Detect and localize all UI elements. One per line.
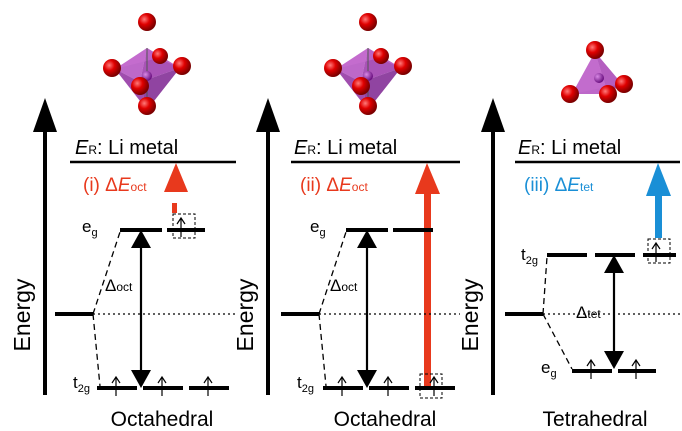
svg-text:(iii) ΔEtet: (iii) ΔEtet xyxy=(524,175,594,196)
reference-energy-label: : Li metal xyxy=(97,137,178,159)
reference-energy-symbol: E xyxy=(294,137,308,159)
svg-text:eg: eg xyxy=(310,217,326,239)
reference-energy-subscript: R xyxy=(88,143,97,157)
transition-arrow-shaft xyxy=(424,190,431,390)
upper-level-label: t xyxy=(521,245,526,264)
reference-energy-symbol: E xyxy=(75,137,89,159)
upper-level-subscript: g xyxy=(319,227,325,239)
svg-text:t2g: t2g xyxy=(73,373,90,395)
spin-up-arrow-icon xyxy=(203,375,213,396)
geometry-label: Tetrahedral xyxy=(542,408,647,431)
spin-up-arrow-icon xyxy=(631,358,641,379)
dashed-connector xyxy=(542,256,548,315)
transition-energy-symbol: E xyxy=(567,175,580,196)
svg-text:ER: Li metal: ER: Li metal xyxy=(518,137,621,159)
reference-energy-subscript: R xyxy=(531,143,540,157)
splitting-label: Δ xyxy=(576,303,587,322)
lower-level-subscript: 2g xyxy=(302,383,314,395)
spin-up-arrow-icon xyxy=(429,375,439,396)
octahedron-icon xyxy=(324,13,412,115)
spin-up-arrow-icon xyxy=(111,375,121,396)
lower-level-label: e xyxy=(541,358,550,377)
reference-energy-symbol: E xyxy=(518,137,532,159)
reference-energy-label: : Li metal xyxy=(316,137,397,159)
octahedron-icon xyxy=(103,13,191,115)
svg-text:Δoct: Δoct xyxy=(105,276,133,295)
lower-level-subscript: g xyxy=(550,368,556,380)
transition-dashed-stem xyxy=(172,203,177,213)
svg-text:Δoct: Δoct xyxy=(330,276,358,295)
transition-arrowhead xyxy=(415,163,440,194)
panel-tetrahedral-iii: Energy ER: Li metal (iii) ΔEtet t2g Δtet… xyxy=(457,98,680,431)
dashed-connector xyxy=(92,231,121,315)
svg-text:eg: eg xyxy=(82,217,98,239)
svg-text:(i) ΔEoct: (i) ΔEoct xyxy=(83,175,147,196)
panel-octahedral-ii: Energy ER: Li metal (ii) ΔEoct eg Δoct t… xyxy=(232,98,460,431)
reference-energy-label: : Li metal xyxy=(540,137,621,159)
electron-box-dashed xyxy=(647,238,671,264)
svg-text:ER: Li metal: ER: Li metal xyxy=(294,137,397,159)
spin-up-arrow-icon xyxy=(651,241,661,262)
transition-energy-subscript: oct xyxy=(131,180,148,194)
energy-axis-label: Energy xyxy=(232,278,258,351)
lower-level-label: t xyxy=(297,373,302,392)
electron-box-dashed xyxy=(172,213,196,239)
lower-level-subscript: 2g xyxy=(78,383,90,395)
transition-arrowhead xyxy=(164,163,188,192)
transition-energy-subscript: oct xyxy=(352,180,369,194)
svg-text:Δtet: Δtet xyxy=(576,303,601,322)
splitting-label: Δ xyxy=(105,276,116,295)
upper-level-label: e xyxy=(310,217,319,236)
svg-text:ER: Li metal: ER: Li metal xyxy=(75,137,178,159)
dashed-connector xyxy=(542,313,573,370)
tetrahedron-icon xyxy=(561,41,633,103)
transition-label: (iii) Δ xyxy=(524,175,568,196)
transition-energy-symbol: E xyxy=(118,175,131,196)
spin-up-arrow-icon xyxy=(586,358,596,379)
svg-text:t2g: t2g xyxy=(297,373,314,395)
upper-level-subscript: 2g xyxy=(526,255,538,267)
lower-level-label: t xyxy=(73,373,78,392)
reference-energy-subscript: R xyxy=(307,143,316,157)
splitting-label: Δ xyxy=(330,276,341,295)
svg-text:(ii) ΔEoct: (ii) ΔEoct xyxy=(300,175,368,196)
transition-energy-subscript: tet xyxy=(580,180,594,194)
transition-energy-symbol: E xyxy=(339,175,352,196)
upper-level-subscript: g xyxy=(91,227,97,239)
splitting-subscript: oct xyxy=(341,280,358,294)
spin-up-arrow-icon xyxy=(176,216,186,237)
energy-axis-label: Energy xyxy=(457,278,483,351)
electron-box-dashed xyxy=(419,373,443,399)
dashed-connector xyxy=(92,313,101,387)
transition-label: (ii) Δ xyxy=(300,175,339,196)
transition-label: (i) Δ xyxy=(83,175,118,196)
svg-text:eg: eg xyxy=(541,358,557,380)
geometry-label: Octahedral xyxy=(111,408,214,431)
transition-arrowhead xyxy=(646,163,671,196)
energy-axis-label: Energy xyxy=(9,278,35,351)
spin-up-arrow-icon xyxy=(383,375,393,396)
svg-text:t2g: t2g xyxy=(521,245,538,267)
spin-up-arrow-icon xyxy=(157,375,167,396)
upper-level-label: e xyxy=(82,217,91,236)
geometry-label: Octahedral xyxy=(334,408,437,431)
splitting-subscript: tet xyxy=(587,307,601,321)
dashed-connector xyxy=(318,313,327,387)
splitting-subscript: oct xyxy=(116,280,133,294)
panel-octahedral-i: Energy ER: Li metal (i) ΔEoct eg Δoct t2… xyxy=(9,98,236,431)
transition-arrow-shaft xyxy=(655,192,662,238)
dashed-connector xyxy=(318,231,347,315)
spin-up-arrow-icon xyxy=(337,375,347,396)
